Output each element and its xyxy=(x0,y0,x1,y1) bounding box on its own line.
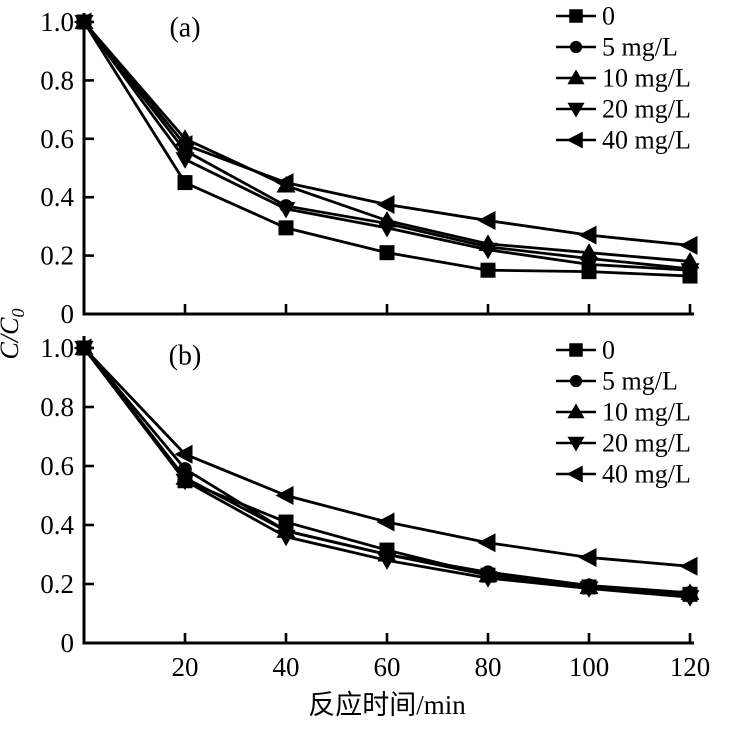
triangle-down-marker xyxy=(579,581,599,598)
triangle-down-marker xyxy=(478,571,498,588)
circle-marker xyxy=(569,374,583,388)
triangle-left-marker xyxy=(73,12,92,32)
y-tick-label: 0.8 xyxy=(40,392,74,422)
triangle-left-marker xyxy=(174,135,193,155)
y-tick-label: 1.0 xyxy=(40,7,74,37)
y-tick-label: 0.6 xyxy=(40,124,74,154)
x-tick-label: 100 xyxy=(569,652,610,682)
square-marker xyxy=(278,220,294,236)
y-tick-label: 0.6 xyxy=(40,451,74,481)
triangle-down-marker xyxy=(579,257,599,274)
triangle-down-marker xyxy=(175,152,195,169)
y-tick-label: 0.2 xyxy=(40,241,74,271)
triangle-up-marker xyxy=(567,403,585,419)
triangle-up-marker xyxy=(567,69,585,85)
triangle-left-marker xyxy=(566,465,583,483)
legend-b: 05 mg/L10 mg/L20 mg/L40 mg/L xyxy=(556,336,691,489)
y-tick-label: 0 xyxy=(61,299,75,329)
square-marker xyxy=(569,343,583,357)
triangle-left-marker xyxy=(679,556,698,576)
triangle-down-marker xyxy=(680,590,700,607)
y-tick-label: 1.0 xyxy=(40,333,74,363)
triangle-left-marker xyxy=(275,486,294,505)
triangle-left-marker xyxy=(578,225,597,245)
panel-label-b: (b) xyxy=(169,341,202,372)
triangle-left-marker xyxy=(566,131,583,149)
legend-label: 40 mg/L xyxy=(602,460,691,489)
triangle-left-marker xyxy=(376,195,395,214)
y-tick-label: 0.4 xyxy=(40,510,74,540)
triangle-down-marker xyxy=(377,553,397,570)
triangle-left-marker xyxy=(477,533,496,553)
legend-label: 40 mg/L xyxy=(602,126,691,155)
legend-label: 20 mg/L xyxy=(602,95,691,124)
triangle-left-marker xyxy=(73,338,92,358)
square-marker xyxy=(379,245,395,261)
y-tick-label: 0 xyxy=(61,628,75,658)
triangle-left-marker xyxy=(376,512,395,532)
square-marker xyxy=(480,262,496,278)
legend-label: 0 xyxy=(602,2,615,31)
panel-label-a: (a) xyxy=(169,13,200,44)
y-axis-title: C/C0 xyxy=(0,309,28,360)
triangle-down-marker xyxy=(377,220,397,238)
legend-label: 10 mg/L xyxy=(602,64,691,93)
legend-a: 05 mg/L10 mg/L20 mg/L40 mg/L xyxy=(556,2,691,155)
x-axis-title: 反应时间/min xyxy=(308,690,466,720)
legend-label: 10 mg/L xyxy=(602,398,691,427)
triangle-up-marker xyxy=(579,243,599,260)
triangle-left-marker xyxy=(275,173,294,193)
triangle-left-marker xyxy=(679,235,698,255)
triangle-down-marker xyxy=(175,473,195,491)
x-tick-label: 20 xyxy=(172,652,199,682)
square-marker xyxy=(177,175,193,191)
triangle-down-marker xyxy=(276,529,296,547)
series-line-a-0 xyxy=(82,21,691,278)
triangle-left-marker xyxy=(578,547,597,567)
x-tick-label: 60 xyxy=(374,652,401,682)
x-tick-label: 40 xyxy=(273,652,300,682)
circle-marker xyxy=(569,40,583,54)
legend-label: 0 xyxy=(602,336,615,365)
triangle-down-marker xyxy=(680,263,700,280)
triangle-down-marker xyxy=(276,201,296,219)
y-tick-label: 0.2 xyxy=(40,569,74,599)
y-tick-label: 0.8 xyxy=(40,65,74,95)
legend-label: 5 mg/L xyxy=(602,367,678,396)
legend-label: 5 mg/L xyxy=(602,33,678,62)
x-tick-label: 120 xyxy=(670,652,711,682)
square-marker xyxy=(569,9,583,23)
y-tick-label: 0.4 xyxy=(40,182,74,212)
x-tick-label: 80 xyxy=(475,652,502,682)
triangle-down-marker xyxy=(567,102,585,118)
legend-label: 20 mg/L xyxy=(602,429,691,458)
triangle-left-marker xyxy=(477,211,496,231)
triangle-left-marker xyxy=(174,444,193,464)
triangle-down-marker xyxy=(567,436,585,452)
triangle-down-marker xyxy=(478,242,498,260)
